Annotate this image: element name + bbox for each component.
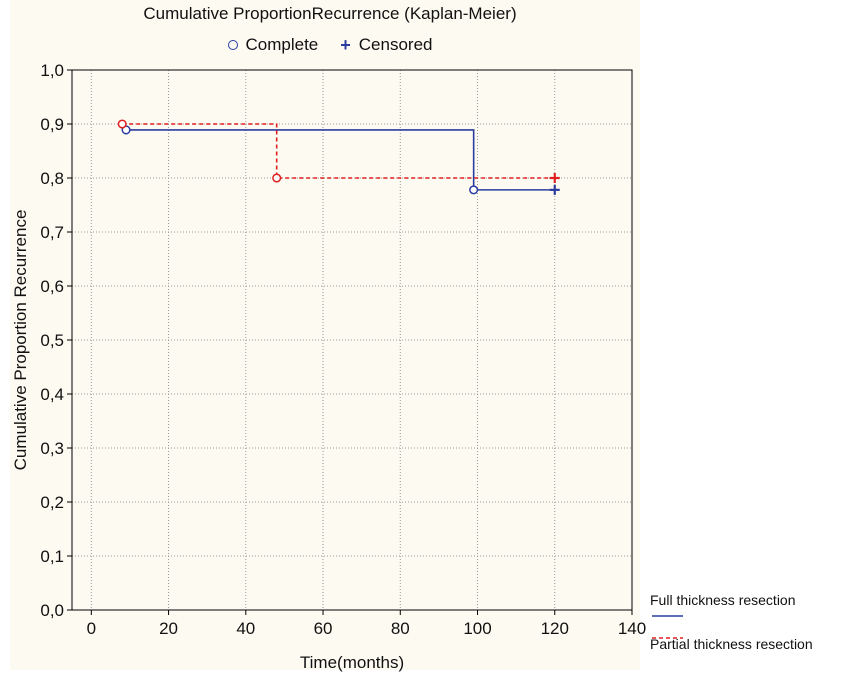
x-tick-label: 140 xyxy=(618,619,646,638)
y-tick-label: 0,2 xyxy=(40,493,64,512)
censored-marker-icon: + xyxy=(340,34,351,55)
y-tick-label: 0,6 xyxy=(40,277,64,296)
legend-censored-label: Censored xyxy=(358,34,433,54)
complete-point xyxy=(117,119,127,129)
legend-complete-label: Complete xyxy=(245,34,319,54)
y-tick-label: 0,7 xyxy=(40,223,64,242)
x-tick-label: 0 xyxy=(87,619,96,638)
grid-lines xyxy=(72,69,633,611)
x-tick-label: 60 xyxy=(314,619,333,638)
complete-point xyxy=(272,173,282,183)
complete-marker-icon xyxy=(227,39,238,50)
y-tick-label: 0,5 xyxy=(40,331,64,350)
y-tick-label: 0,4 xyxy=(40,385,64,404)
y-tick-label: 0,8 xyxy=(40,169,64,188)
complete-point xyxy=(469,185,479,195)
series-line-1 xyxy=(122,123,555,179)
series-legend-swatches xyxy=(652,615,683,639)
y-tick-label: 1,0 xyxy=(40,61,64,80)
censored-point xyxy=(549,173,560,183)
series-line-0 xyxy=(126,129,555,191)
x-tick-label: 100 xyxy=(463,619,491,638)
legend-full-thickness: Full thickness resection xyxy=(650,592,796,608)
x-tick-label: 120 xyxy=(541,619,569,638)
y-axis-label: Cumulative Proportion Recurrence xyxy=(11,210,30,471)
x-tick-label: 40 xyxy=(236,619,255,638)
y-tick-label: 0,9 xyxy=(40,115,64,134)
y-tick-label: 0,1 xyxy=(40,547,64,566)
x-tick-label: 20 xyxy=(159,619,178,638)
marker-legend: Complete + Censored xyxy=(0,34,660,55)
series-lines xyxy=(117,119,560,195)
chart-title: Cumulative ProportionRecurrence (Kaplan-… xyxy=(143,4,517,23)
y-tick-label: 0,3 xyxy=(40,439,64,458)
y-tick-label: 0,0 xyxy=(40,601,64,620)
x-tick-label: 80 xyxy=(391,619,410,638)
axis-ticks: 0 20 40 60 80 100 120 140 0,0 0,1 0,2 0,3 0,4 0,5 0,6 0… xyxy=(40,61,646,638)
legend-partial-thickness: Partial thickness resection xyxy=(650,636,813,652)
censored-point xyxy=(549,184,560,195)
x-axis-label: Time(months) xyxy=(300,653,404,672)
chart-background xyxy=(10,0,640,670)
